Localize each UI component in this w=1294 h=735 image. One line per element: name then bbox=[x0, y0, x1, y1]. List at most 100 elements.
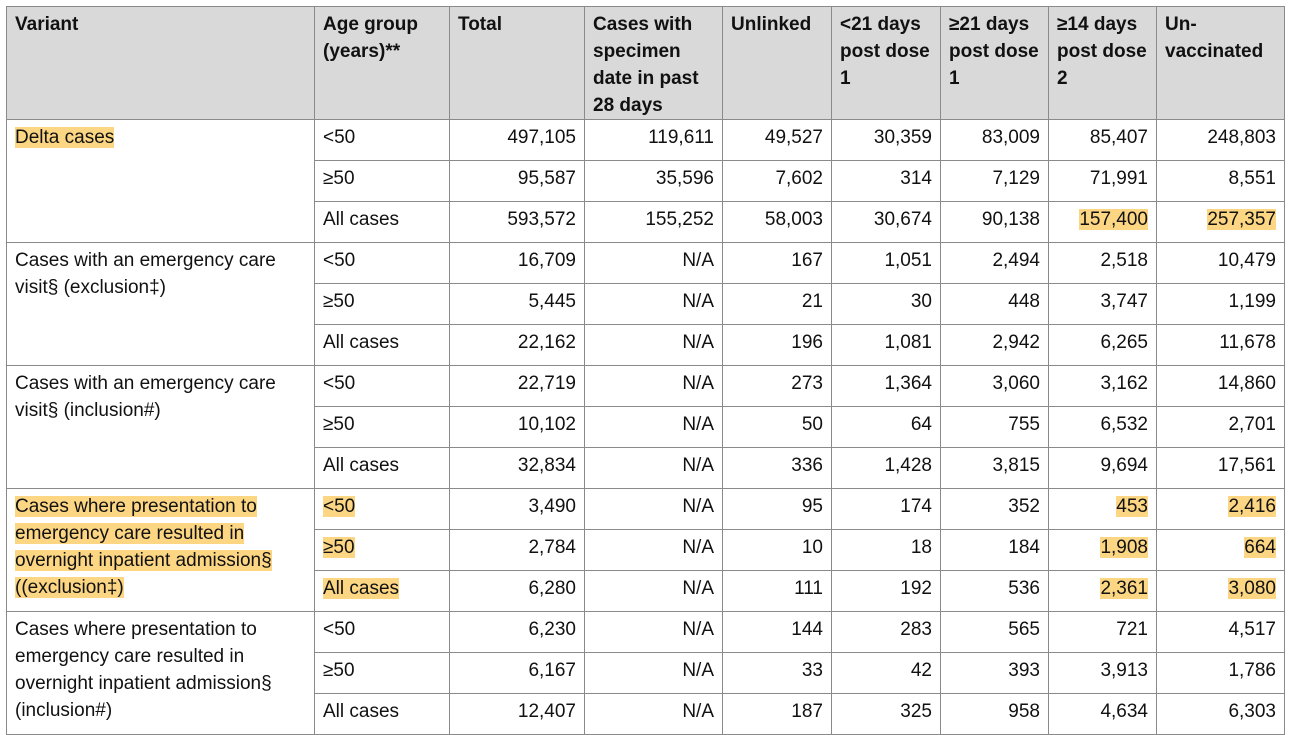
cell-text: 352 bbox=[1008, 496, 1040, 517]
value-cell: 4,634 bbox=[1048, 693, 1157, 735]
value-cell: 18 bbox=[831, 529, 941, 571]
cell-text: 144 bbox=[791, 619, 823, 640]
cell-text: 33 bbox=[801, 660, 823, 681]
cell-text: 248,803 bbox=[1207, 127, 1276, 148]
value-cell: 12,407 bbox=[449, 693, 585, 735]
cell-text: Age group (years)** bbox=[323, 14, 418, 62]
cell-text: 90,138 bbox=[981, 209, 1040, 230]
cell-text: 2,416 bbox=[1228, 496, 1276, 517]
cell-text: <21 days post dose 1 bbox=[840, 14, 930, 89]
cell-text: 30,359 bbox=[873, 127, 932, 148]
value-cell: 157,400 bbox=[1048, 201, 1157, 243]
cell-text: 6,167 bbox=[528, 660, 576, 681]
cell-text: 42 bbox=[910, 660, 932, 681]
value-cell: 85,407 bbox=[1048, 119, 1157, 161]
value-cell: 283 bbox=[831, 611, 941, 653]
value-cell: 42 bbox=[831, 652, 941, 694]
cell-text: <50 bbox=[323, 373, 356, 394]
table-row: Cases where presentation to emergency ca… bbox=[6, 611, 1285, 735]
cell-text: 64 bbox=[910, 414, 932, 435]
cell-text: Unlinked bbox=[731, 14, 812, 35]
value-cell: 14,860 bbox=[1156, 365, 1285, 407]
cell-text: 111 bbox=[794, 578, 823, 599]
cell-text: N/A bbox=[682, 291, 714, 312]
cell-text: 30 bbox=[910, 291, 932, 312]
value-cell: 30 bbox=[831, 283, 941, 325]
cell-text: 83,009 bbox=[981, 127, 1040, 148]
value-cell: N/A bbox=[584, 406, 723, 448]
value-cell: 6,532 bbox=[1048, 406, 1157, 448]
value-cell: 6,167 bbox=[449, 652, 585, 694]
cell-text: Cases where presentation to emergency ca… bbox=[15, 496, 272, 598]
value-cell: 5,445 bbox=[449, 283, 585, 325]
age-cell: ≥50 bbox=[314, 283, 450, 325]
value-cell: 35,596 bbox=[584, 160, 723, 202]
cell-text: Cases with an emergency care visit§ (inc… bbox=[15, 373, 276, 421]
cell-text: 3,913 bbox=[1100, 660, 1148, 681]
value-cell: 30,674 bbox=[831, 201, 941, 243]
value-cell: 64 bbox=[831, 406, 941, 448]
cell-text: <50 bbox=[323, 619, 356, 640]
value-cell: 111 bbox=[722, 570, 832, 612]
value-cell: 7,129 bbox=[940, 160, 1049, 202]
cell-text: 6,230 bbox=[528, 619, 576, 640]
value-cell: 58,003 bbox=[722, 201, 832, 243]
value-cell: 22,162 bbox=[449, 324, 585, 366]
variant-cell: Cases with an emergency care visit§ (inc… bbox=[6, 365, 315, 489]
table-row: Cases with an emergency care visit§ (exc… bbox=[6, 242, 1285, 366]
value-cell: 393 bbox=[940, 652, 1049, 694]
cell-text: ≥14 days post dose 2 bbox=[1057, 14, 1147, 89]
cell-text: 6,532 bbox=[1100, 414, 1148, 435]
cell-text: N/A bbox=[682, 332, 714, 353]
age-cell: All cases bbox=[314, 201, 450, 243]
cell-text: 273 bbox=[791, 373, 823, 394]
value-cell: 448 bbox=[940, 283, 1049, 325]
cell-text: 21 bbox=[801, 291, 823, 312]
cell-text: <50 bbox=[323, 496, 356, 517]
value-cell: 755 bbox=[940, 406, 1049, 448]
value-cell: 11,678 bbox=[1156, 324, 1285, 366]
cell-text: 95,587 bbox=[517, 168, 576, 189]
value-cell: 4,517 bbox=[1156, 611, 1285, 653]
value-cell: 2,701 bbox=[1156, 406, 1285, 448]
value-cell: 49,527 bbox=[722, 119, 832, 161]
cell-text: 1,364 bbox=[884, 373, 932, 394]
table-row: ≥50 10,102 N/A 50 64 755 6,532 2,701 bbox=[7, 406, 1285, 448]
age-cell: All cases bbox=[314, 693, 450, 735]
cell-text: 664 bbox=[1244, 537, 1276, 558]
cell-text: 5,445 bbox=[528, 291, 576, 312]
value-cell: N/A bbox=[584, 242, 723, 284]
value-cell: 184 bbox=[940, 529, 1049, 571]
value-cell: N/A bbox=[584, 283, 723, 325]
cell-text: 721 bbox=[1116, 619, 1148, 640]
age-cell: <50 bbox=[314, 242, 450, 284]
cell-text: N/A bbox=[682, 537, 714, 558]
value-cell: 32,834 bbox=[449, 447, 585, 489]
value-cell: 352 bbox=[940, 488, 1049, 530]
cell-text: 85,407 bbox=[1089, 127, 1148, 148]
cell-text: 3,162 bbox=[1100, 373, 1148, 394]
cell-text: All cases bbox=[323, 209, 400, 230]
header-cell: <21 days post dose 1 bbox=[831, 6, 941, 120]
age-cell: <50 bbox=[314, 488, 450, 530]
value-cell: 22,719 bbox=[449, 365, 585, 407]
cell-text: 1,199 bbox=[1228, 291, 1276, 312]
cell-text: ≥50 bbox=[323, 660, 355, 681]
value-cell: 453 bbox=[1048, 488, 1157, 530]
cell-text: Un-vaccinated bbox=[1165, 14, 1264, 62]
age-cell: ≥50 bbox=[314, 529, 450, 571]
cell-text: 50 bbox=[801, 414, 823, 435]
cell-text: 58,003 bbox=[764, 209, 823, 230]
value-cell: N/A bbox=[584, 652, 723, 694]
cell-text: 257,357 bbox=[1207, 209, 1276, 230]
cell-text: 7,129 bbox=[992, 168, 1040, 189]
value-cell: N/A bbox=[584, 324, 723, 366]
table-row: ≥50 5,445 N/A 21 30 448 3,747 1,199 bbox=[7, 283, 1285, 325]
cell-text: N/A bbox=[682, 619, 714, 640]
cell-text: ≥50 bbox=[323, 414, 355, 435]
header-cell: ≥14 days post dose 2 bbox=[1048, 6, 1157, 120]
cell-text: 49,527 bbox=[764, 127, 823, 148]
value-cell: N/A bbox=[584, 611, 723, 653]
cell-text: 14,860 bbox=[1217, 373, 1276, 394]
